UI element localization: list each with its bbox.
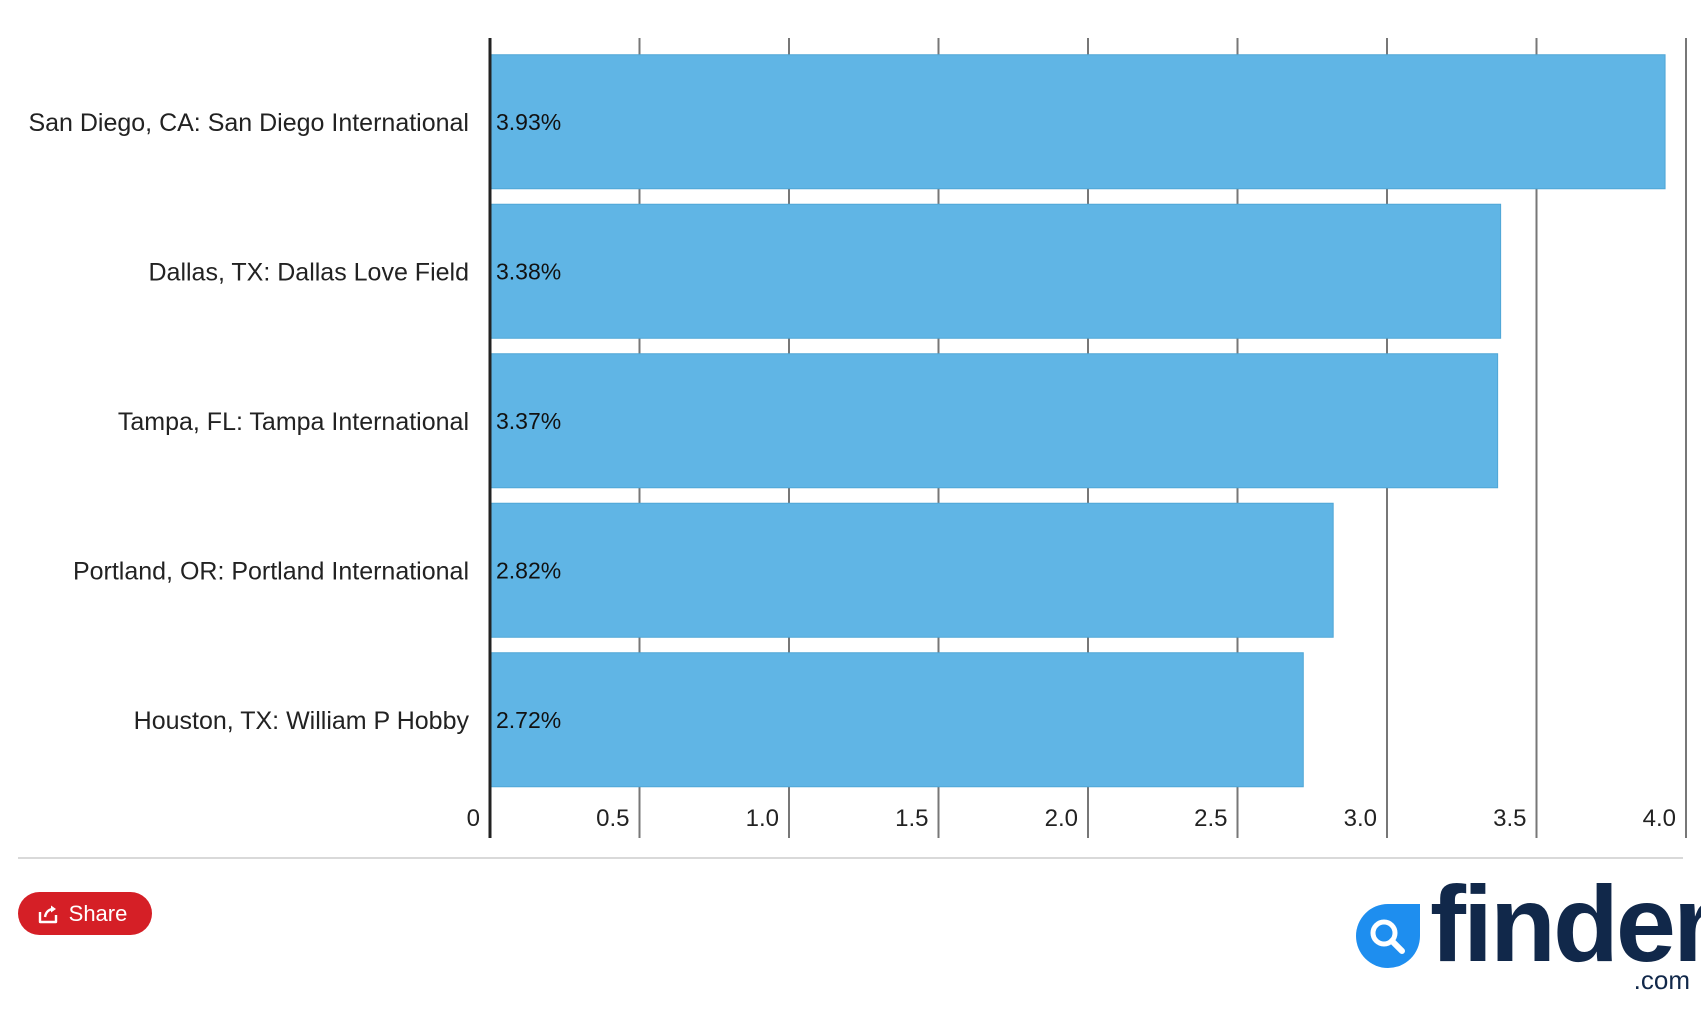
data-label: 2.72% (496, 707, 561, 733)
data-label: 3.38% (496, 258, 561, 284)
x-tick-label: 2.0 (1045, 805, 1078, 832)
bar-4 (489, 652, 1304, 788)
category-label: San Diego, CA: San Diego International (28, 109, 469, 137)
share-label: Share (68, 900, 128, 926)
bar-3 (489, 502, 1334, 638)
x-tick-label: 0.5 (596, 805, 629, 832)
data-label: 3.93% (496, 109, 561, 135)
category-label: Houston, TX: William P Hobby (134, 707, 470, 735)
x-tick-label: 3.5 (1493, 805, 1526, 832)
magnifier-icon (1352, 900, 1424, 972)
category-label: Portland, OR: Portland International (73, 557, 469, 585)
logo-domain-suffix: .com (1633, 965, 1690, 995)
data-label: 3.37% (496, 408, 561, 434)
logo-wordmark: finder (1430, 863, 1701, 984)
data-label: 2.82% (496, 557, 561, 583)
share-icon (37, 903, 59, 925)
bar-2 (489, 353, 1499, 489)
x-tick-label: 1.5 (895, 805, 928, 832)
x-tick-label: 1.0 (746, 805, 779, 832)
bar-1 (489, 203, 1502, 339)
bar-0 (489, 54, 1666, 190)
category-label: Dallas, TX: Dallas Love Field (148, 258, 469, 286)
x-tick-label: 2.5 (1194, 805, 1227, 832)
share-button[interactable]: Share (18, 892, 152, 935)
x-tick-label: 4.0 (1643, 805, 1676, 832)
category-label: Tampa, FL: Tampa International (118, 408, 469, 436)
x-tick-label: 3.0 (1344, 805, 1377, 832)
finder-logo[interactable]: finder .com (1352, 870, 1701, 998)
footer-divider (18, 857, 1683, 859)
x-tick-label: 0 (467, 805, 480, 832)
chart: San Diego, CA: San Diego International 3.… (28, 38, 1687, 838)
